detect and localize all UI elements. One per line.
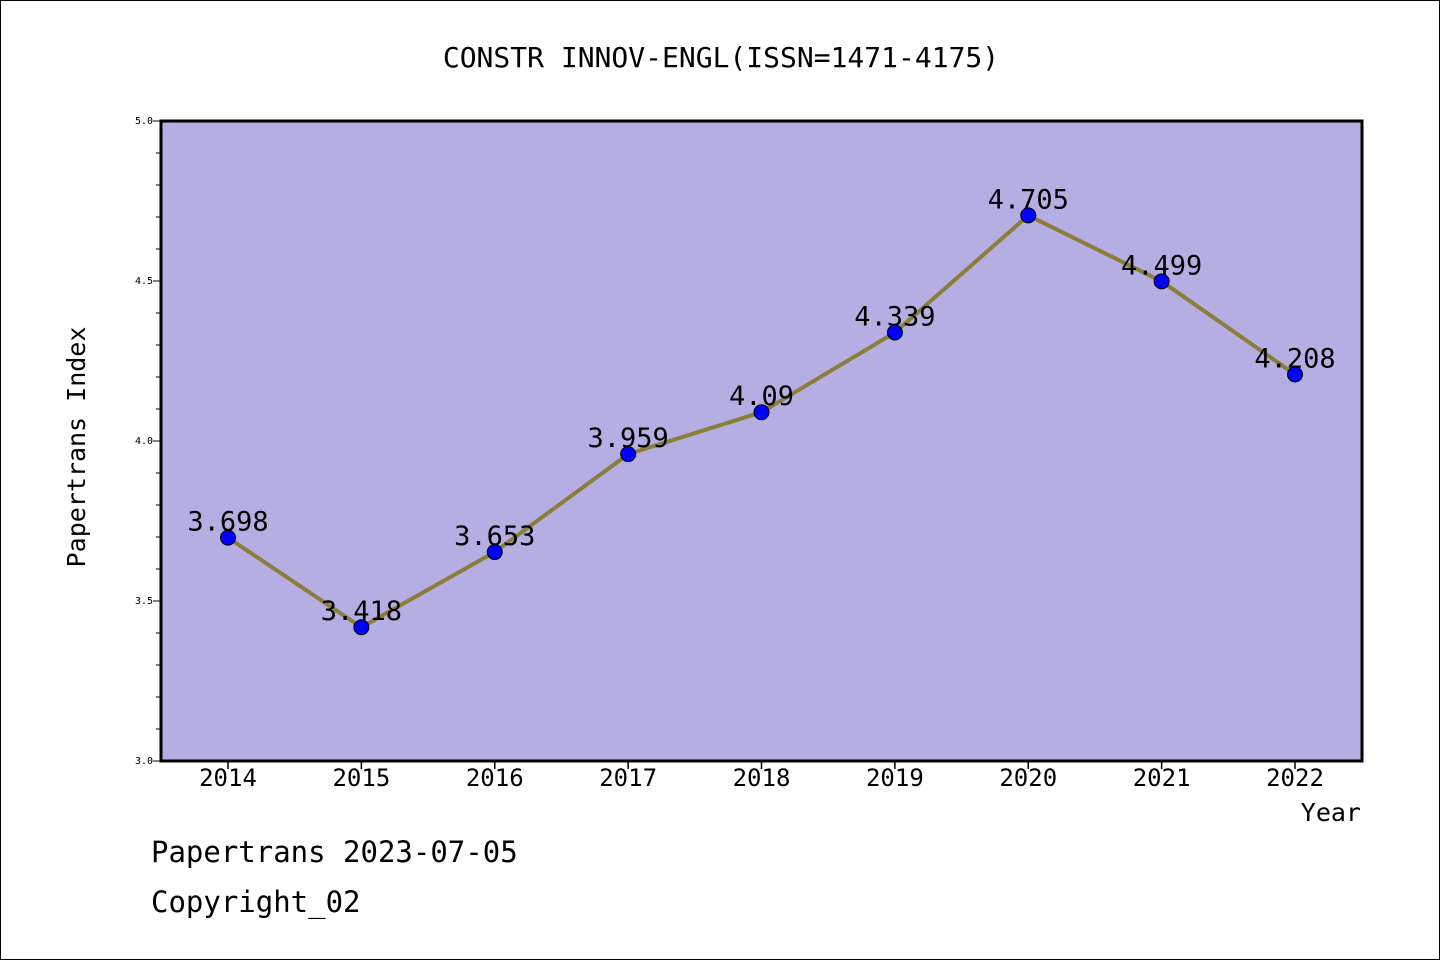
- data-label: 4.208: [1254, 343, 1335, 374]
- x-tick-label: 2018: [733, 764, 791, 792]
- data-label: 3.418: [321, 596, 402, 627]
- data-label: 4.705: [988, 184, 1069, 215]
- footer-copyright-label: Copyright_02: [151, 885, 361, 919]
- chart-title: CONSTR INNOV-ENGL(ISSN=1471-4175): [443, 41, 999, 74]
- x-tick-label: 2019: [866, 764, 924, 792]
- y-tick-label: 4.0: [135, 436, 153, 447]
- y-axis-label: Papertrans Index: [62, 327, 91, 568]
- x-tick-label: 2020: [999, 764, 1057, 792]
- data-label: 3.698: [187, 507, 268, 538]
- series-layer: 3.698 3.418 3.653 3.959 4.09 4.339 4.705 4.499 4…: [187, 184, 1336, 636]
- data-point: [1020, 207, 1037, 224]
- y-tick-label: 3.5: [135, 596, 153, 607]
- data-point: [753, 404, 770, 421]
- x-axis: 2014 2015 2016 2017 2018 2019 2020 2021 2022: [199, 761, 1324, 792]
- data-point: [620, 446, 637, 463]
- data-label: 3.653: [454, 521, 535, 552]
- x-tick-label: 2015: [332, 764, 390, 792]
- x-tick-label: 2016: [466, 764, 524, 792]
- data-point: [353, 619, 370, 636]
- data-point: [486, 544, 503, 561]
- y-tick-label: 5.0: [135, 116, 153, 127]
- data-label: 4.499: [1121, 250, 1202, 281]
- data-point: [220, 529, 236, 546]
- y-tick-label: 3.0: [135, 756, 153, 767]
- x-tick-label: 2021: [1133, 764, 1191, 792]
- data-label: 4.339: [854, 302, 935, 333]
- data-point: [1287, 366, 1303, 383]
- x-tick-label: 2022: [1266, 764, 1324, 792]
- data-point: [886, 324, 903, 341]
- x-axis-label: Year: [1301, 798, 1361, 827]
- y-tick-label: 4.5: [135, 276, 153, 287]
- x-tick-label: 2017: [599, 764, 657, 792]
- plot-area: [159, 119, 1364, 763]
- x-tick-label: 2014: [199, 764, 257, 792]
- data-point: [1153, 273, 1170, 290]
- footer-date-label: Papertrans 2023-07-05: [151, 835, 518, 869]
- y-axis: 3.0 3.5 4.0 4.5 5.0: [135, 116, 161, 767]
- data-label: 3.959: [587, 423, 668, 454]
- data-label: 4.09: [729, 381, 794, 412]
